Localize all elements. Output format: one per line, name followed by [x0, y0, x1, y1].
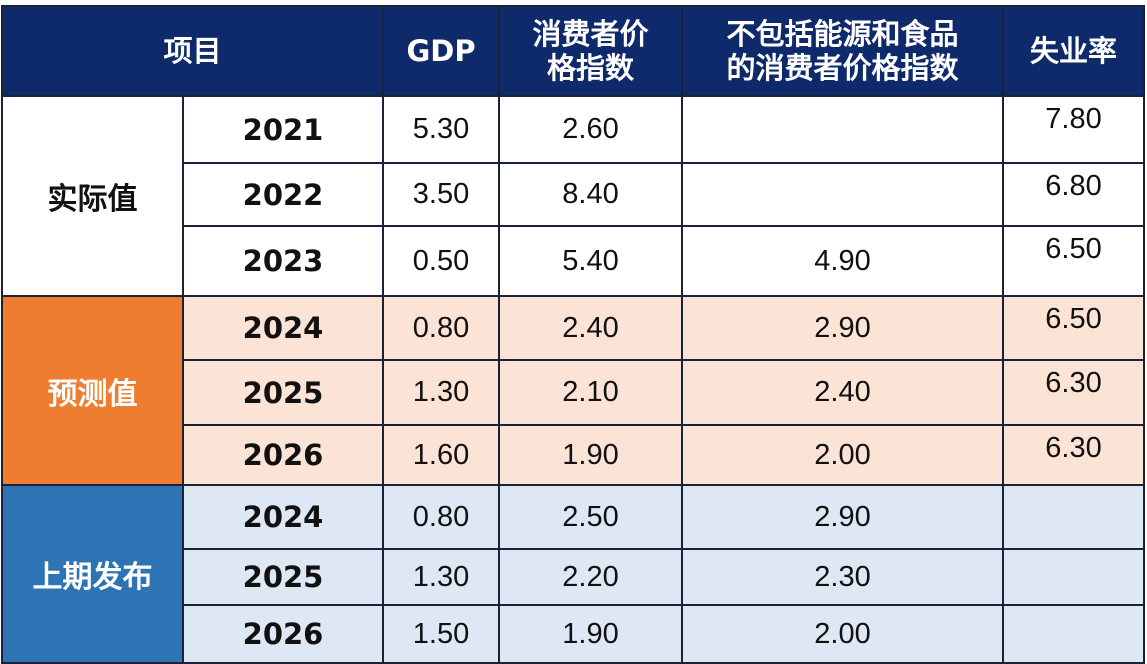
unemployment-cell	[1002, 604, 1146, 664]
table-row: 2026 1.60 1.90 2.00 6.30	[2, 424, 1146, 486]
core-cpi-cell: 2.90	[681, 295, 1005, 361]
gdp-cell: 0.80	[382, 484, 501, 550]
unemployment-cell	[1002, 484, 1146, 550]
table-row: 预测值 2024 0.80 2.40 2.90 6.50	[1, 295, 1146, 486]
cpi-cell: 8.40	[498, 162, 684, 227]
table-row: 2025 1.30 2.20 2.30	[2, 548, 1146, 606]
core-cpi-cell: 4.90	[681, 225, 1005, 297]
table-row: 2022 3.50 8.40 6.80	[2, 162, 1146, 227]
gdp-cell: 1.60	[382, 424, 501, 486]
core-cpi-cell	[681, 162, 1005, 227]
year-cell: 2022	[181, 162, 385, 227]
group-label-forecast: 预测值	[1, 295, 184, 486]
header-cpi-line1: 消费者价	[532, 17, 649, 51]
year-cell: 2025	[181, 359, 385, 426]
gdp-cell: 5.30	[382, 95, 501, 164]
unemployment-cell: 7.80	[1002, 95, 1146, 164]
table-row: 实际值 2021 5.30 2.60 7.80	[1, 95, 1146, 297]
header-core-line1: 不包括能源和食品	[726, 17, 959, 51]
core-cpi-cell: 2.00	[681, 424, 1005, 486]
cpi-cell: 2.10	[498, 359, 684, 426]
header-unemployment: 失业率	[1002, 5, 1146, 97]
group-label-previous: 上期发布	[1, 484, 184, 664]
year-cell: 2025	[181, 548, 385, 606]
unemployment-cell: 6.50	[1002, 295, 1146, 361]
unemployment-cell: 6.50	[1002, 225, 1146, 297]
year-cell: 2023	[181, 225, 385, 297]
gdp-cell: 1.30	[382, 359, 501, 426]
core-cpi-cell: 2.30	[681, 548, 1005, 606]
header-core-cpi: 不包括能源和食品 的消费者价格指数	[681, 5, 1005, 97]
table-row: 2025 1.30 2.10 2.40 6.30	[2, 359, 1146, 426]
core-cpi-cell: 2.40	[681, 359, 1005, 426]
header-cpi: 消费者价 格指数	[498, 5, 684, 97]
cpi-cell: 5.40	[498, 225, 684, 297]
forecast-table: 项目 GDP 消费者价 格指数 不包括能源和食品 的消费者价格指数 失业率 实际…	[0, 5, 1146, 664]
cpi-cell: 2.50	[498, 484, 684, 550]
year-cell: 2021	[181, 95, 385, 164]
gdp-cell: 1.30	[382, 548, 501, 606]
year-cell: 2024	[181, 295, 385, 361]
gdp-cell: 3.50	[382, 162, 501, 227]
core-cpi-cell: 2.00	[681, 604, 1005, 664]
header-item: 项目	[0, 5, 385, 97]
core-cpi-cell	[681, 95, 1005, 164]
gdp-cell: 1.50	[382, 604, 501, 664]
cpi-cell: 1.90	[498, 424, 684, 486]
gdp-cell: 0.80	[382, 295, 501, 361]
year-cell: 2026	[181, 424, 385, 486]
cpi-cell: 2.60	[498, 95, 684, 164]
unemployment-cell	[1002, 548, 1146, 606]
unemployment-cell: 6.30	[1002, 424, 1146, 486]
unemployment-cell: 6.30	[1002, 359, 1146, 426]
cpi-cell: 1.90	[498, 604, 684, 664]
table-row: 2023 0.50 5.40 4.90 6.50	[2, 225, 1146, 297]
table-row: 上期发布 2024 0.80 2.50 2.90	[1, 484, 1146, 664]
core-cpi-cell: 2.90	[681, 484, 1005, 550]
unemployment-cell: 6.80	[1002, 162, 1146, 227]
header-core-line2: 的消费者价格指数	[726, 51, 959, 85]
gdp-cell: 0.50	[382, 225, 501, 297]
year-cell: 2024	[181, 484, 385, 550]
cpi-cell: 2.40	[498, 295, 684, 361]
cpi-cell: 2.20	[498, 548, 684, 606]
header-cpi-line2: 格指数	[547, 51, 635, 85]
header-gdp: GDP	[382, 5, 501, 97]
header-row: 项目 GDP 消费者价 格指数 不包括能源和食品 的消费者价格指数 失业率	[0, 5, 1146, 97]
group-label-actual: 实际值	[1, 95, 184, 297]
year-cell: 2026	[181, 604, 385, 664]
